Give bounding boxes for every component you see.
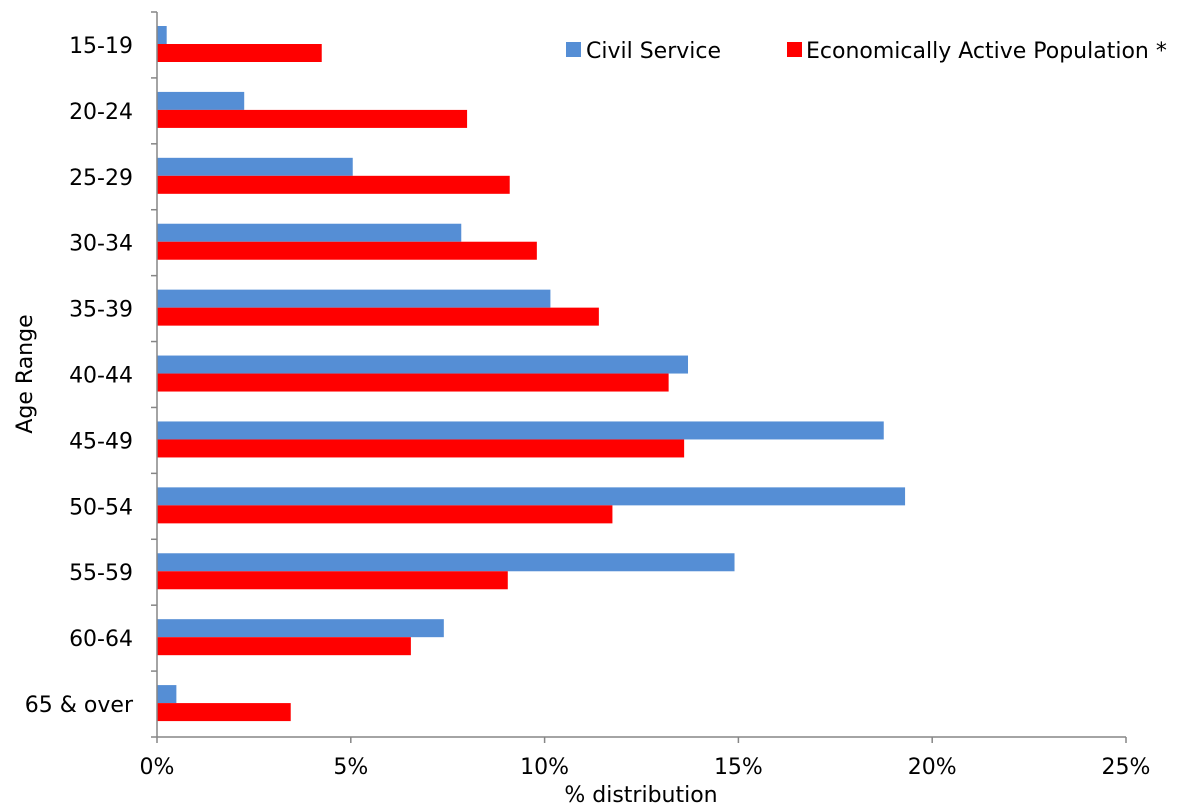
- labels-layer: 0% 5% 10% 15% 20% 25% 15-19 20-24 25-29 30-34 35-3…: [25, 34, 1151, 780]
- bar-economically-active-population-40-44: [157, 373, 669, 392]
- legend-label-economically-active-population: Economically Active Population *: [806, 39, 1167, 64]
- bar-civil-service-20-24: [157, 91, 245, 110]
- y-tick-label: 40-44: [69, 364, 133, 389]
- y-tick-label: 15-19: [69, 34, 133, 59]
- y-tick-label: 60-64: [69, 627, 133, 652]
- bar-economically-active-population-50-54: [157, 505, 613, 524]
- y-tick-label: 35-39: [69, 298, 133, 323]
- y-axis-title: Age Range: [13, 314, 38, 433]
- bar-economically-active-population-45-49: [157, 439, 685, 458]
- bar-civil-service-40-44: [157, 355, 689, 374]
- bars-layer: [157, 26, 906, 722]
- axes-layer: [151, 11, 1127, 743]
- x-tick-label: 15%: [714, 755, 763, 780]
- bar-civil-service-65-over: [157, 685, 177, 704]
- legend: Civil Service Economically Active Popula…: [566, 39, 1167, 64]
- bar-civil-service-60-64: [157, 619, 444, 638]
- bar-economically-active-population-65-over: [157, 703, 291, 722]
- bar-civil-service-15-19: [157, 26, 167, 44]
- bar-economically-active-population-25-29: [157, 175, 510, 194]
- x-tick-label: 0%: [140, 755, 175, 780]
- bar-civil-service-30-34: [157, 223, 462, 242]
- bar-civil-service-35-39: [157, 289, 551, 308]
- bar-civil-service-50-54: [157, 487, 906, 506]
- y-tick-label: 45-49: [69, 429, 133, 454]
- legend-swatch-economically-active-population: [787, 42, 802, 57]
- bar-civil-service-55-59: [157, 553, 735, 572]
- bar-economically-active-population-60-64: [157, 637, 411, 656]
- y-tick-label: 30-34: [69, 232, 133, 257]
- bar-economically-active-population-20-24: [157, 109, 468, 128]
- legend-label-civil-service: Civil Service: [586, 39, 721, 64]
- y-tick-label: 20-24: [69, 100, 133, 125]
- y-tick-label: 50-54: [69, 495, 133, 520]
- y-tick-label: 65 & over: [25, 693, 134, 718]
- x-tick-label: 10%: [520, 755, 569, 780]
- x-tick-label: 5%: [333, 755, 368, 780]
- bar-economically-active-population-15-19: [157, 44, 322, 62]
- bar-civil-service-45-49: [157, 421, 884, 440]
- bar-economically-active-population-35-39: [157, 307, 599, 326]
- bar-economically-active-population-55-59: [157, 571, 508, 590]
- x-axis-title: % distribution: [564, 783, 717, 807]
- bar-economically-active-population-30-34: [157, 241, 537, 260]
- legend-swatch-civil-service: [566, 42, 581, 57]
- y-tick-label: 25-29: [69, 166, 133, 191]
- x-tick-label: 25%: [1102, 755, 1151, 780]
- bar-civil-service-25-29: [157, 157, 353, 176]
- y-tick-label: 55-59: [69, 561, 133, 586]
- x-tick-label: 20%: [908, 755, 957, 780]
